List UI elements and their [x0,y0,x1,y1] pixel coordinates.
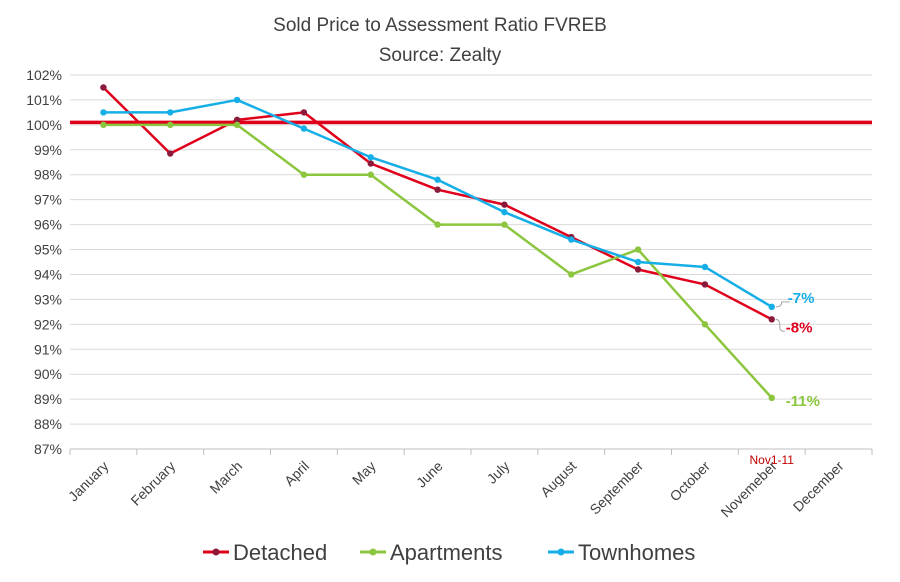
y-tick-label: 91% [34,341,62,357]
y-tick-label: 93% [34,291,62,307]
data-point-apartments [768,394,775,402]
series-townhomes [100,96,775,311]
series-layer [100,84,775,402]
y-tick-label: 95% [34,242,62,258]
x-tick-label: December [790,458,847,515]
annotations: -7% -8% -11% Nov1-11 [750,290,820,467]
data-point-apartments [501,221,508,228]
annotation-nov-range: Nov1-11 [750,453,795,467]
y-axis: 87% 88% 89% 90% 91% 92% 93% 94% 95% 96% 97% 98% 99% 1… [26,67,62,457]
data-point-apartments [300,171,308,178]
data-point-detached [634,266,642,273]
series-line-apartments [103,123,773,399]
legend-swatch-marker [212,548,220,556]
data-point-apartments [167,121,174,129]
x-tick-label: May [349,458,379,488]
data-point-townhomes [167,109,174,116]
y-tick-label: 96% [34,217,62,233]
data-point-apartments [434,221,441,228]
data-point-apartments [233,121,241,129]
y-tick-label: 92% [34,316,62,332]
annotation-apartments-change: -11% [786,393,820,410]
x-tick-label: August [537,458,579,500]
data-point-detached [167,150,174,157]
annotation-connector [775,301,790,308]
x-tick-label: April [281,458,312,489]
x-tick-label: June [413,458,446,491]
data-point-detached [768,316,775,323]
data-point-townhomes [100,109,107,116]
data-point-apartments [701,321,709,328]
legend-item-townhomes: Townhomes [548,540,695,565]
data-point-townhomes [367,154,374,161]
legend-item-apartments: Apartments [360,540,503,565]
data-point-detached [434,186,441,193]
chart-subtitle: Source: Zealty [379,45,502,66]
gridlines [70,74,872,450]
data-point-detached [233,116,241,124]
x-tick-label: March [206,458,245,497]
legend-label: Townhomes [578,540,695,565]
annotation-connector [775,318,785,332]
data-point-detached [300,109,308,116]
x-tick-label: July [484,458,513,487]
y-tick-label: 100% [26,117,62,133]
y-tick-label: 102% [26,67,62,83]
legend-label: Detached [233,540,327,565]
x-tick-label: September [586,458,646,518]
data-point-detached [367,160,374,167]
data-point-townhomes [568,236,575,243]
y-tick-label: 94% [34,266,62,282]
y-tick-label: 90% [34,366,62,382]
annotation-townhomes-change: -7% [788,290,815,307]
legend: Detached Apartments Townhomes [203,540,695,565]
data-point-townhomes [634,258,642,266]
x-tick-label: February [127,458,178,509]
annotation-detached-change: -8% [786,319,813,336]
y-tick-label: 98% [34,167,62,183]
chart-title: Sold Price to Assessment Ratio FVREB [273,15,607,36]
data-point-apartments [100,121,107,129]
y-tick-label: 99% [34,142,62,158]
y-tick-label: 88% [34,416,62,432]
data-point-townhomes [701,263,709,271]
data-point-townhomes [300,125,308,132]
legend-swatch-marker [369,548,377,556]
legend-item-detached: Detached [203,540,327,565]
data-point-apartments [367,171,374,178]
y-tick-label: 87% [34,441,62,457]
x-tick-label: October [667,458,714,505]
data-point-townhomes [233,96,241,104]
series-detached [100,84,775,323]
data-point-apartments [568,271,575,278]
data-point-detached [501,201,508,208]
legend-swatch-marker [557,548,565,556]
y-tick-label: 97% [34,192,62,208]
data-point-apartments [634,246,642,253]
legend-label: Apartments [390,540,503,565]
data-point-townhomes [434,176,441,183]
y-tick-label: 101% [26,92,62,108]
data-point-detached [701,281,709,288]
data-point-townhomes [768,303,775,311]
x-tick-label: January [65,458,112,505]
y-tick-label: 89% [34,391,62,407]
series-apartments [100,121,775,402]
data-point-townhomes [501,208,508,216]
data-point-detached [100,84,107,91]
